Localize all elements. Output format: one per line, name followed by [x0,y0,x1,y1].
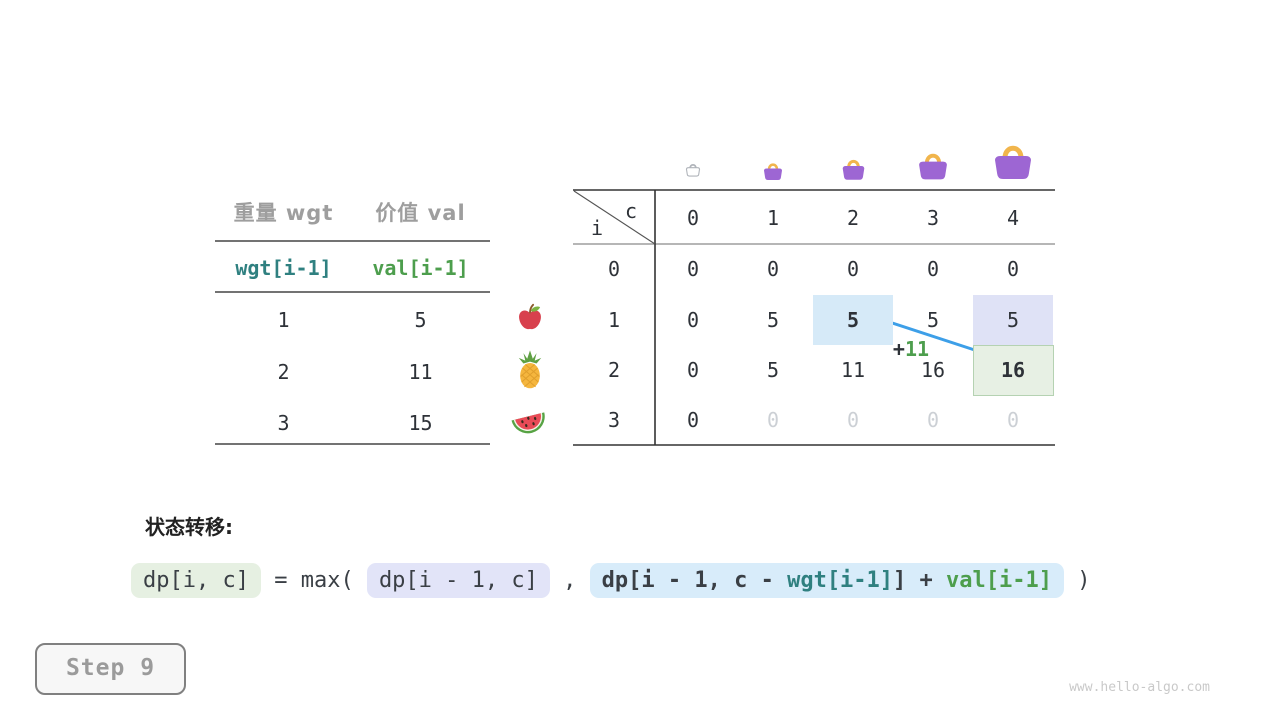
dp-cell-r0c0: 0 [686,257,700,281]
dp-cell-r1c1: 5 [766,308,780,332]
pineapple-icon [518,350,542,389]
item3-weight: 3 [277,411,290,435]
dp-cell-r3c0: 0 [686,408,700,432]
dp-cell-r0c4: 0 [1006,257,1020,281]
step-indicator-button[interactable]: Step 9 [35,643,186,695]
dp-cell-r1c4: 5 [1006,308,1020,332]
apple-icon [519,303,541,330]
formula-take-wgt: wgt[i-1] [787,567,894,593]
watermark: www.hello-algo.com [1069,680,1210,695]
state-transition-formula: dp[i, c] = max( dp[i - 1, c] , dp[i - 1,… [131,559,1091,601]
bag-small-icon [764,163,782,180]
formula-take-val: val[i-1] [946,567,1052,593]
weight-column-header: 重量 wgt [233,201,334,225]
value-column-header: 价值 val [375,201,466,225]
dp-cell-r0c1: 0 [766,257,780,281]
bag-large-icon [919,153,947,180]
row-header-0: 0 [607,257,621,281]
formula-take-mid: ] + [893,567,947,593]
dp-table-rules [573,189,1055,446]
corner-row-label: i [590,216,604,240]
formula-comma: , [549,567,590,593]
highlight-keep-source-cell [973,295,1053,345]
formula-take-prefix: dp[i - 1, c - [601,567,788,593]
item3-value: 15 [408,411,433,435]
val-var-label: val[i-1] [372,256,469,280]
formula-eq-max: = max( [260,567,367,593]
plus-sign: + [892,337,905,361]
plus-value: 11 [904,337,930,361]
dp-cell-r3c1: 0 [766,408,780,432]
col-header-1: 1 [766,206,780,230]
dp-cell-r3c4: 0 [1006,408,1020,432]
left-table-rules [215,240,490,445]
formula-lhs: dp[i, c] [131,562,261,598]
col-header-2: 2 [846,206,860,230]
dp-cell-r2c0: 0 [686,358,700,382]
bag-empty-icon [685,163,701,177]
dp-cell-r2c1: 5 [766,358,780,382]
dp-cell-r1c0: 0 [686,308,700,332]
dp-cell-r0c3: 0 [926,257,940,281]
formula-option-take: dp[i - 1, c - wgt[i-1]] + val[i-1] [589,562,1064,598]
dp-cell-r2c2: 11 [840,358,866,382]
item2-weight: 2 [277,360,290,384]
dp-cell-r0c2: 0 [846,257,860,281]
col-header-3: 3 [926,206,940,230]
item2-value: 11 [408,360,433,384]
item1-value: 5 [414,308,427,332]
formula-close-paren: ) [1064,567,1091,593]
wgt-var-label: wgt[i-1] [235,256,332,280]
dp-cell-r2c4: 16 [1000,358,1026,382]
dp-cell-r1c3: 5 [926,308,940,332]
bag-medium-icon [842,159,865,180]
highlight-take-source-cell [813,295,893,345]
col-header-4: 4 [1006,206,1020,230]
dp-cell-r3c3: 0 [926,408,940,432]
item1-weight: 1 [277,308,290,332]
state-transition-heading: 状态转移: [145,515,233,539]
row-header-2: 2 [607,358,621,382]
watermelon-icon [511,412,545,434]
bag-xlarge-icon [995,145,1031,179]
dp-cell-r1c2: 5 [846,308,860,332]
formula-option-keep: dp[i - 1, c] [366,562,550,598]
corner-col-label: c [624,199,638,223]
dp-cell-r3c2: 0 [846,408,860,432]
row-header-1: 1 [607,308,621,332]
dp-cell-r2c3: 16 [920,358,946,382]
plus-value-annotation: +11 [881,337,941,361]
col-header-0: 0 [686,206,700,230]
highlight-target-cell [973,345,1054,396]
row-header-3: 3 [607,408,621,432]
